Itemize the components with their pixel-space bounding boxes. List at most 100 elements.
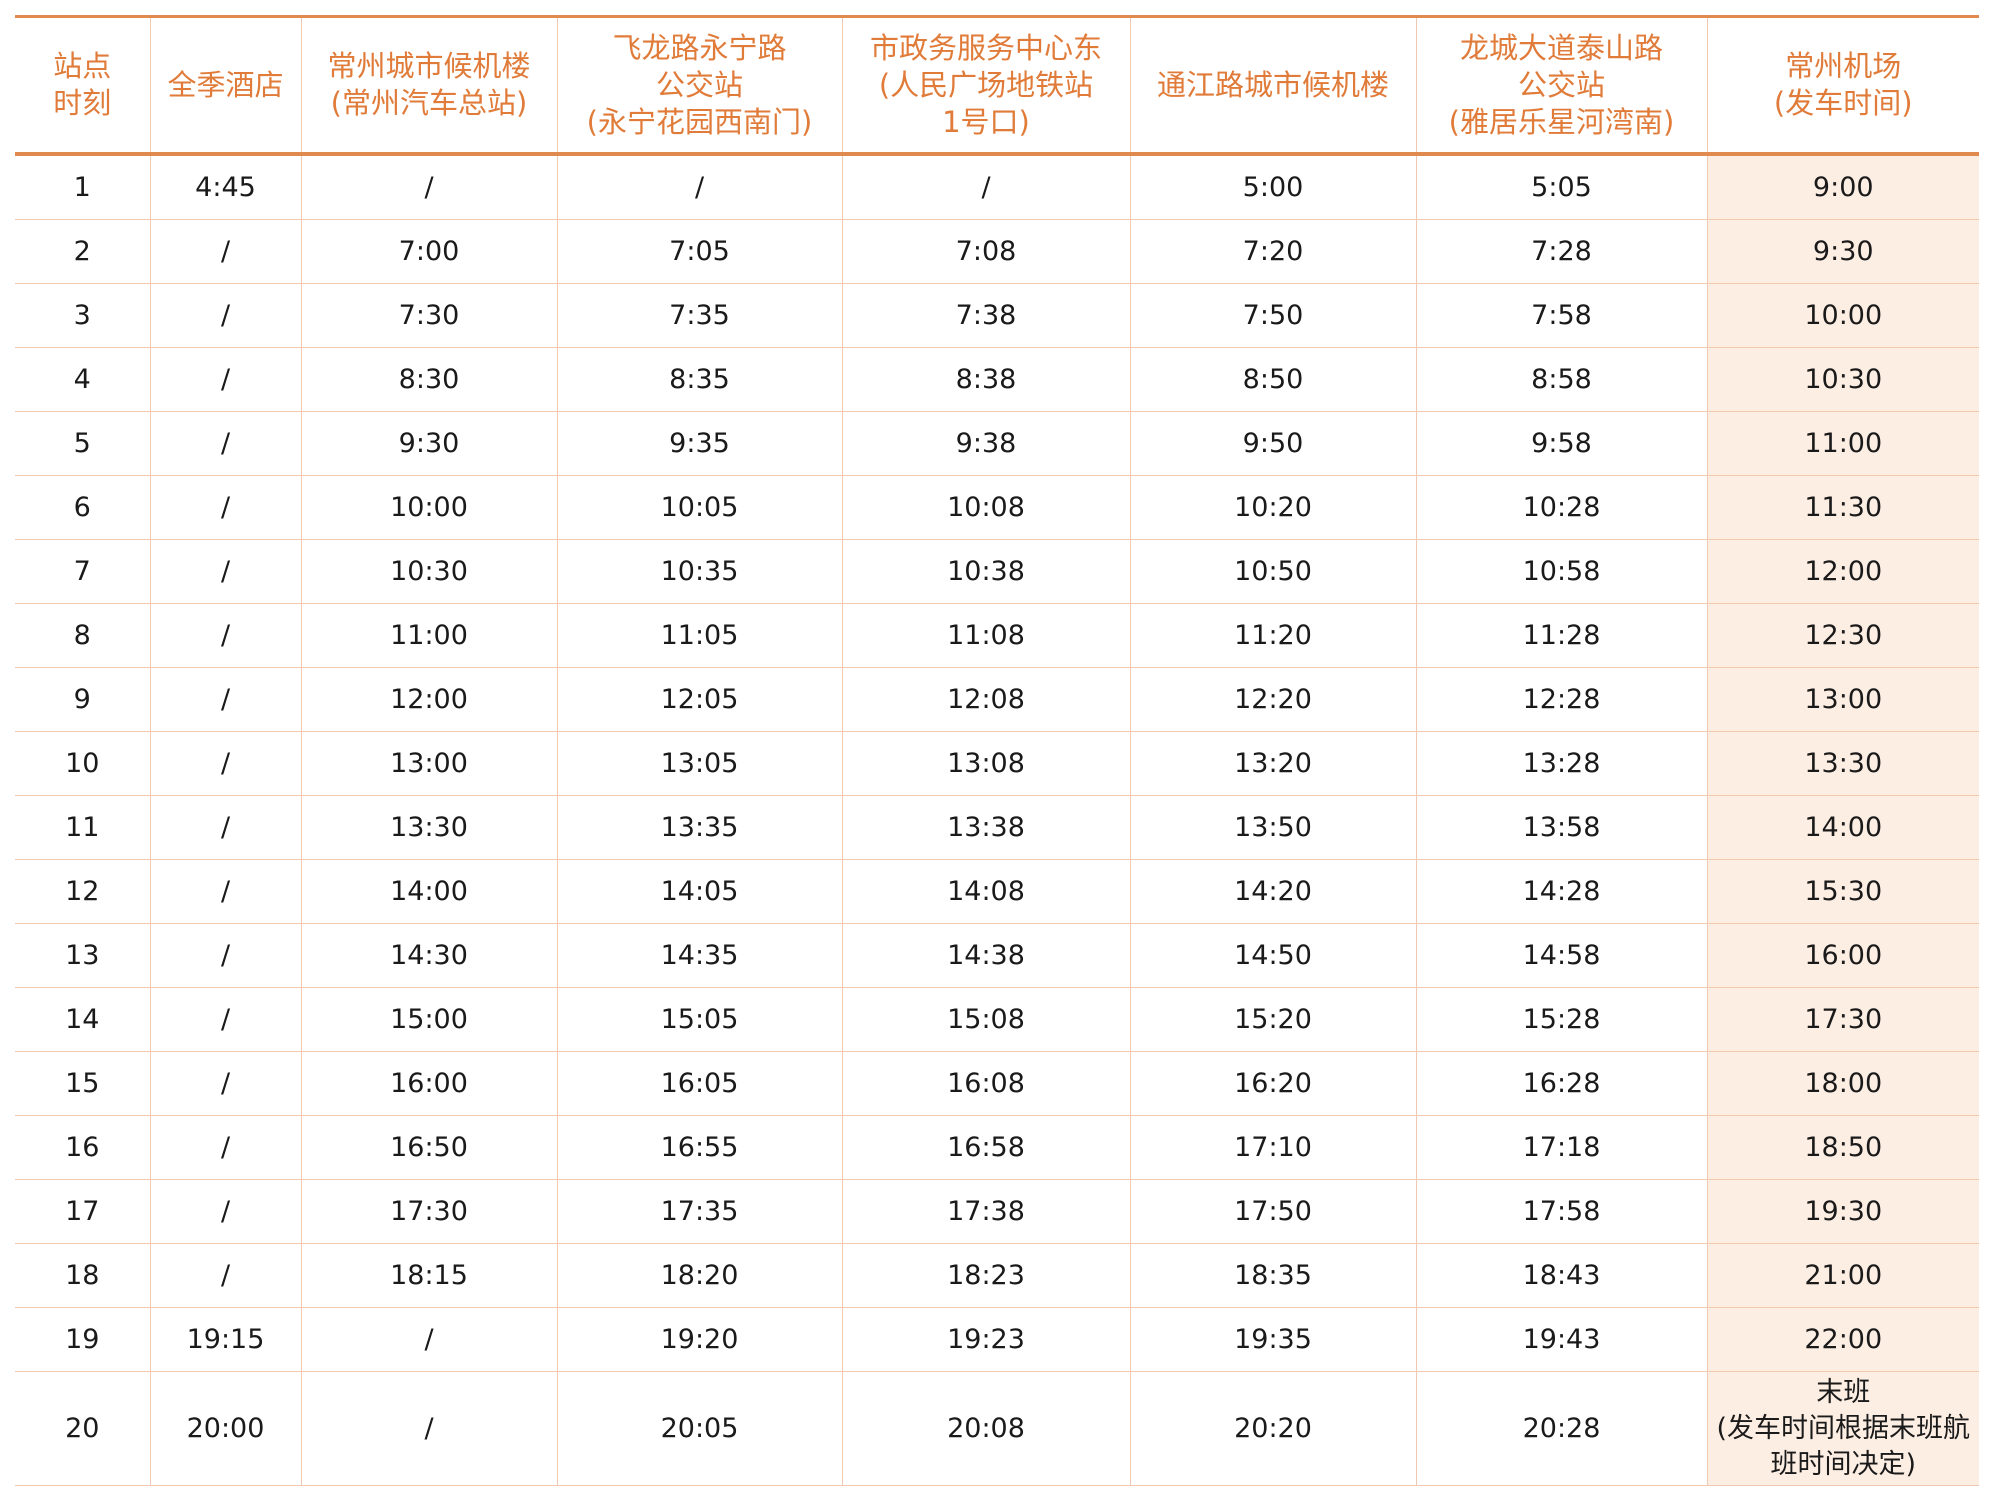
stop-time-cell: 13:50 [1129, 795, 1417, 860]
stop-time-cell: 17:10 [1129, 1115, 1417, 1180]
stop-time-cell: 7:35 [556, 283, 843, 348]
stop-time-cell: / [300, 1307, 558, 1372]
airport-departure-cell: 16:00 [1706, 923, 1979, 988]
table-row: 4/8:30 8:35 8:38 8:50 8:58 10:30 [15, 347, 1979, 412]
trip-number-cell: 11 [15, 795, 151, 860]
stop-time-cell: / [149, 347, 302, 412]
stop-time-cell: / [841, 153, 1131, 220]
stop-time-cell: 7:08 [841, 219, 1131, 284]
airport-departure-cell: 19:30 [1706, 1179, 1979, 1244]
table-row: 5/9:30 9:35 9:38 9:50 9:58 11:00 [15, 411, 1979, 476]
stop-time-cell: 10:08 [841, 475, 1131, 540]
stop-time-cell: 16:58 [841, 1115, 1131, 1180]
trip-number-cell: 16 [15, 1115, 151, 1180]
stop-time-cell: / [149, 731, 302, 796]
trip-number-cell: 15 [15, 1051, 151, 1116]
stop-time-cell: 16:50 [300, 1115, 558, 1180]
airport-departure-cell: 13:00 [1706, 667, 1979, 732]
table-row: 15/16:00 16:05 16:08 16:20 16:28 18:00 [15, 1051, 1979, 1116]
stop-time-cell: 16:55 [556, 1115, 843, 1180]
stop-time-cell: 7:28 [1415, 219, 1708, 284]
stop-time-cell: 14:08 [841, 859, 1131, 924]
stop-time-cell: 13:35 [556, 795, 843, 860]
trip-number-cell: 14 [15, 987, 151, 1052]
column-header: 全季酒店 [149, 15, 302, 156]
stop-time-cell: 18:23 [841, 1243, 1131, 1308]
stop-time-cell: 5:00 [1129, 153, 1417, 220]
stop-time-cell: 10:50 [1129, 539, 1417, 604]
stop-time-cell: 15:20 [1129, 987, 1417, 1052]
stop-time-cell: 14:20 [1129, 859, 1417, 924]
airport-departure-cell: 15:30 [1706, 859, 1979, 924]
stop-time-cell: 9:50 [1129, 411, 1417, 476]
table-row: 1 4:45///5:00 5:05 9:00 [15, 153, 1979, 220]
trip-number-cell: 13 [15, 923, 151, 988]
column-header-line: 通江路城市候机楼 [1156, 67, 1389, 102]
stop-time-cell: 7:00 [300, 219, 558, 284]
table-row: 19 19:15/19:20 19:23 19:35 19:43 22:00 [15, 1307, 1979, 1372]
column-header-line: (人民广场地铁站 [878, 67, 1094, 102]
airport-departure-cell: 21:00 [1706, 1243, 1979, 1308]
column-header: 常州城市候机楼 (常州汽车总站) [300, 15, 558, 156]
stop-time-cell: 20:28 [1415, 1371, 1708, 1486]
stop-time-cell: 5:05 [1415, 153, 1708, 220]
table-row: 17/17:30 17:35 17:38 17:50 17:58 19:30 [15, 1179, 1979, 1244]
table-row: 9/12:00 12:05 12:08 12:20 12:28 13:00 [15, 667, 1979, 732]
stop-time-cell: 13:30 [300, 795, 558, 860]
table-row: 14/15:00 15:05 15:08 15:20 15:28 17:30 [15, 987, 1979, 1052]
stop-time-cell: 17:50 [1129, 1179, 1417, 1244]
table-row: 11/13:30 13:35 13:38 13:50 13:58 14:00 [15, 795, 1979, 860]
stop-time-cell: 19:43 [1415, 1307, 1708, 1372]
stop-time-cell: 11:20 [1129, 603, 1417, 668]
stop-time-cell: / [149, 219, 302, 284]
stop-time-cell: 11:05 [556, 603, 843, 668]
stop-time-cell: 13:08 [841, 731, 1131, 796]
column-header-line: 站点 [53, 49, 112, 83]
stop-time-cell: 11:08 [841, 603, 1131, 668]
stop-time-cell: 10:30 [300, 539, 558, 604]
shuttle-timetable: 站点 时刻 全季酒店 常州城市候机楼 (常州汽车总站) 飞龙路永宁路 公交站 (永宁花园西南门… [15, 15, 1979, 1486]
stop-time-cell: 14:58 [1415, 923, 1708, 988]
stop-time-cell: 18:43 [1415, 1243, 1708, 1308]
column-header: 飞龙路永宁路 公交站 (永宁花园西南门) [556, 15, 843, 156]
stop-time-cell: 19:35 [1129, 1307, 1417, 1372]
stop-time-cell: / [149, 539, 302, 604]
stop-time-cell: 14:50 [1129, 923, 1417, 988]
stop-time-cell: 14:28 [1415, 859, 1708, 924]
trip-number-cell: 18 [15, 1243, 151, 1308]
stop-time-cell: 19:15 [149, 1307, 302, 1372]
trip-number-cell: 4 [15, 347, 151, 412]
stop-time-cell: 18:20 [556, 1243, 843, 1308]
stop-time-cell: 20:00 [149, 1371, 302, 1486]
column-header-line: 龙城大道泰山路 [1459, 30, 1663, 65]
stop-time-cell: 13:05 [556, 731, 843, 796]
stop-time-cell: / [149, 1179, 302, 1244]
stop-time-cell: 16:08 [841, 1051, 1131, 1116]
stop-time-cell: / [149, 1051, 302, 1116]
column-header-line: 1号口) [942, 104, 1030, 139]
stop-time-cell: / [149, 859, 302, 924]
trip-number-cell: 6 [15, 475, 151, 540]
trip-number-cell: 2 [15, 219, 151, 284]
column-header-line: 公交站 [1517, 67, 1605, 102]
column-header: 龙城大道泰山路 公交站 (雅居乐星河湾南) [1415, 15, 1708, 156]
table-row: 12/14:00 14:05 14:08 14:20 14:28 15:30 [15, 859, 1979, 924]
column-header-line: (常州汽车总站) [330, 86, 528, 120]
airport-departure-cell: 18:00 [1706, 1051, 1979, 1116]
table-row: 6/10:00 10:05 10:08 10:20 10:28 11:30 [15, 475, 1979, 540]
column-header: 市政务服务中心东 (人民广场地铁站 1号口) [841, 15, 1131, 156]
column-header-line: 常州城市候机楼 [327, 49, 531, 83]
trip-number-cell: 1 [15, 153, 151, 220]
stop-time-cell: 13:28 [1415, 731, 1708, 796]
stop-time-cell: 10:58 [1415, 539, 1708, 604]
stop-time-cell: / [149, 667, 302, 732]
table-row: 20 20:00/20:05 20:08 20:20 20:28 末班 (发车时间根据末班… [15, 1371, 1979, 1486]
stop-time-cell: 9:58 [1415, 411, 1708, 476]
stop-time-cell: 15:00 [300, 987, 558, 1052]
stop-time-cell: 10:05 [556, 475, 843, 540]
stop-time-cell: 9:30 [300, 411, 558, 476]
column-header-line: (发车时间) [1773, 86, 1913, 120]
stop-time-cell: 15:08 [841, 987, 1131, 1052]
stop-time-cell: / [300, 153, 558, 220]
stop-time-cell: 8:58 [1415, 347, 1708, 412]
